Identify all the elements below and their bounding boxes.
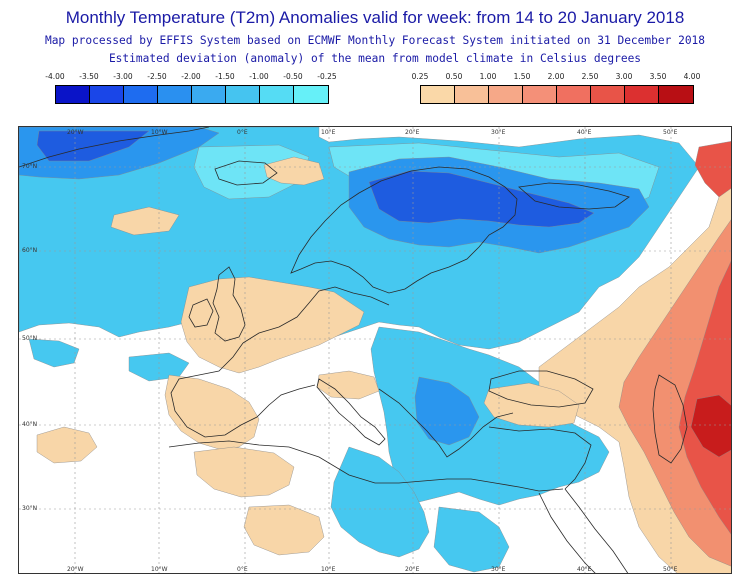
- legend-warm-label: 3.50: [649, 72, 667, 81]
- coastlines: [19, 127, 688, 573]
- top-lon-label: 20°E: [405, 129, 420, 136]
- top-lon-label: 20°W: [67, 129, 84, 136]
- cold-region-greece-mid: [414, 376, 480, 446]
- top-lon-label: 50°E: [663, 129, 678, 136]
- warm-region-western-europe: [180, 276, 365, 374]
- lat-label: 60°N: [22, 247, 38, 254]
- top-lon-label: 30°E: [491, 129, 506, 136]
- cold-region-balkans: [370, 326, 610, 506]
- coastline-red-sea: [538, 492, 596, 573]
- coastline-levant: [488, 426, 592, 490]
- legend-cold-swatch: [124, 86, 158, 103]
- coastline-balkans: [378, 388, 514, 458]
- warm-region-caspian-deep: [690, 394, 731, 458]
- lat-label: 50°N: [22, 335, 38, 342]
- legend-cold-swatch: [192, 86, 226, 103]
- legend-warm-swatch: [625, 86, 659, 103]
- legend-warm-label: 2.00: [547, 72, 565, 81]
- lat-label: 30°N: [22, 505, 38, 512]
- legend-warm-swatch: [523, 86, 557, 103]
- legend-cold-label: -1.50: [215, 72, 235, 81]
- cold-region-atlantic-small: [28, 338, 80, 368]
- legend-warm-swatch: [421, 86, 455, 103]
- warm-region-atlantic-mid: [110, 206, 180, 236]
- bottom-lon-label: 50°E: [663, 566, 678, 573]
- legend-cold-swatch: [260, 86, 294, 103]
- legend-cold-label: -3.50: [79, 72, 99, 81]
- anomaly-map: 20°W 10°W 0°E 10°E 20°E 30°E 40°E 50°E 20°W 10°W 0…: [18, 126, 732, 574]
- coastline-scandinavia: [290, 166, 518, 294]
- map-graticule: [19, 127, 731, 573]
- warm-region-atlantic-west: [36, 426, 98, 464]
- subtitle-description: Estimated deviation (anomaly) of the mea…: [108, 52, 642, 65]
- bottom-lon-label: 40°E: [577, 566, 592, 573]
- legend-warm-swatch: [557, 86, 591, 103]
- warm-region-northeast-strong: [694, 141, 731, 198]
- coastline-ireland: [188, 298, 214, 328]
- legend-cold-label: -2.50: [147, 72, 167, 81]
- legend-warm-swatch: [659, 86, 693, 103]
- legend-warm-label: 0.25: [411, 72, 429, 81]
- cold-region-lighter-2: [193, 144, 310, 200]
- legend-cold-label: -0.25: [317, 72, 337, 81]
- legend-cold-label: -4.00: [45, 72, 65, 81]
- coastline-france-iberia: [170, 342, 316, 438]
- legend-cold-label: -0.50: [283, 72, 303, 81]
- bottom-lon-label: 10°E: [321, 566, 336, 573]
- page-title: Monthly Temperature (T2m) Anomalies vali…: [65, 8, 685, 27]
- top-lon-label: 10°E: [321, 129, 336, 136]
- map-canvas: [19, 127, 731, 573]
- coastline-black-sea: [488, 370, 594, 408]
- bottom-lon-label: 20°E: [405, 566, 420, 573]
- top-lon-label: 10°W: [151, 129, 168, 136]
- coastline-italy: [316, 378, 386, 446]
- legend-cold-labels: -4.00 -3.50 -3.00 -2.50 -2.00 -1.50 -1.00 -0.50…: [45, 72, 336, 84]
- cold-region-scandinavia-deep: [368, 170, 595, 228]
- legend-cold-label: -2.00: [181, 72, 201, 81]
- coastline-north-africa: [168, 440, 564, 492]
- coastline-caspian: [652, 374, 688, 464]
- legend-warm-label: 0.50: [445, 72, 463, 81]
- top-lon-label: 40°E: [577, 129, 592, 136]
- bottom-lon-label: 10°W: [151, 566, 168, 573]
- coastline-greenland: [19, 127, 210, 168]
- warm-anomaly-layer: [36, 141, 731, 573]
- subtitle-processing: Map processed by EFFIS System based on E…: [44, 34, 706, 47]
- legend-warm-labels: 0.25 0.50 1.00 1.50 2.00 2.50 3.00 3.50 4.00: [412, 72, 701, 84]
- legend-warm-bar: [420, 85, 694, 104]
- legend-warm-label: 1.50: [513, 72, 531, 81]
- legend-cold-swatch: [226, 86, 260, 103]
- coastline-iceland: [214, 160, 278, 186]
- cold-region-libya: [330, 446, 430, 558]
- coastline-continent-west: [242, 286, 390, 344]
- legend-warm-label: 1.00: [479, 72, 497, 81]
- coastline-britain: [212, 266, 246, 342]
- warm-region-alps: [316, 370, 380, 400]
- legend-cold-label: -1.00: [249, 72, 269, 81]
- lat-label: 40°N: [22, 421, 38, 428]
- legend-warm-label: 3.00: [615, 72, 633, 81]
- coastline-kola: [518, 182, 630, 210]
- legend-cold-swatch: [158, 86, 192, 103]
- legend-warm-swatch: [455, 86, 489, 103]
- legend-warm-swatch: [591, 86, 625, 103]
- bottom-lon-label: 30°E: [491, 566, 506, 573]
- legend-warm-label: 2.50: [581, 72, 599, 81]
- coastline-arabia: [564, 488, 629, 573]
- warm-region-north-africa-west: [193, 446, 295, 498]
- legend-warm-swatch: [489, 86, 523, 103]
- bottom-lon-label: 0°E: [237, 566, 248, 573]
- lat-label: 70°N: [22, 163, 38, 170]
- legend-cold-swatch: [90, 86, 124, 103]
- warm-region-iberia: [164, 374, 260, 450]
- legend-cold-swatch: [294, 86, 328, 103]
- bottom-lon-label: 20°W: [67, 566, 84, 573]
- top-lon-label: 0°E: [237, 129, 248, 136]
- legend-cold-bar: [55, 85, 329, 104]
- legend-warm-label: 4.00: [683, 72, 701, 81]
- legend-cold-swatch: [56, 86, 90, 103]
- legend-cold-label: -3.00: [113, 72, 133, 81]
